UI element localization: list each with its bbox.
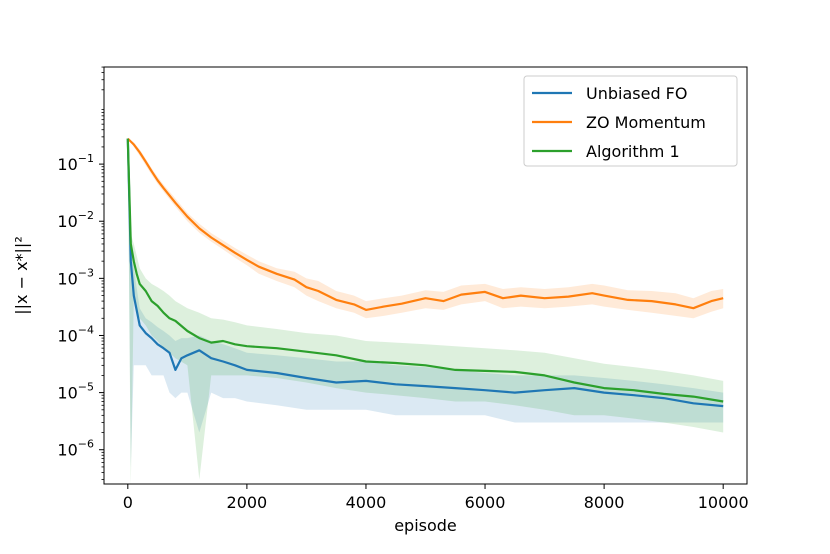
x-tick-label: 6000 <box>465 493 506 512</box>
x-tick-label: 4000 <box>346 493 387 512</box>
legend-label: ZO Momentum <box>586 113 706 132</box>
x-tick-label: 0 <box>123 493 133 512</box>
x-tick-label: 2000 <box>227 493 268 512</box>
x-tick-label: 10000 <box>698 493 749 512</box>
y-tick-label: 10−5 <box>57 381 94 403</box>
legend-box <box>523 75 738 167</box>
legend-label: Algorithm 1 <box>586 142 680 161</box>
x-axis-label: episode <box>394 516 457 535</box>
y-axis-ticks: 10−6 10−5 10−4 10−3 10−2 10−1 <box>57 66 104 480</box>
x-axis-ticks: 0 2000 4000 6000 8000 10000 <box>123 484 749 512</box>
band-0 <box>127 138 724 467</box>
series-line-1 <box>127 137 724 311</box>
legend-label: Unbiased FO <box>586 84 687 103</box>
series-lines <box>126 137 724 408</box>
legend: Unbiased FO ZO Momentum Algorithm 1 <box>523 75 738 167</box>
y-tick-label: 10−4 <box>57 323 94 345</box>
y-tick-label: 10−3 <box>57 266 94 288</box>
y-tick-label: 10−1 <box>57 152 94 174</box>
y-tick-label: 10−2 <box>57 209 94 231</box>
x-tick-label: 8000 <box>584 493 625 512</box>
y-axis-label: ||x − x*||² <box>12 236 31 315</box>
plot-frame <box>103 66 748 485</box>
series-line-0 <box>126 138 724 408</box>
band-2 <box>127 138 724 484</box>
y-tick-label: 10−6 <box>57 438 94 460</box>
series-line-2 <box>126 138 724 403</box>
